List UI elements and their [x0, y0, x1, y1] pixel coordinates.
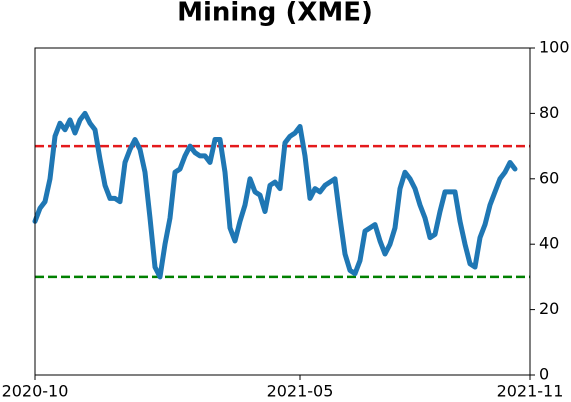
y-tick-label: 80: [539, 103, 559, 122]
plot-frame: [34, 47, 531, 376]
x-tick-label: 2021-11: [497, 382, 564, 401]
y-tick-label: 60: [539, 168, 559, 187]
x-tick-label: 2021-05: [267, 382, 334, 401]
y-tick-label: 100: [539, 38, 570, 57]
data-line: [32, 110, 518, 280]
y-tick-label: 40: [539, 234, 559, 253]
y-tick-label: 0: [539, 365, 549, 384]
chart-title: Mining (XME): [177, 0, 373, 28]
x-tick-label: 2020-10: [2, 382, 69, 401]
y-tick-label: 20: [539, 299, 559, 318]
